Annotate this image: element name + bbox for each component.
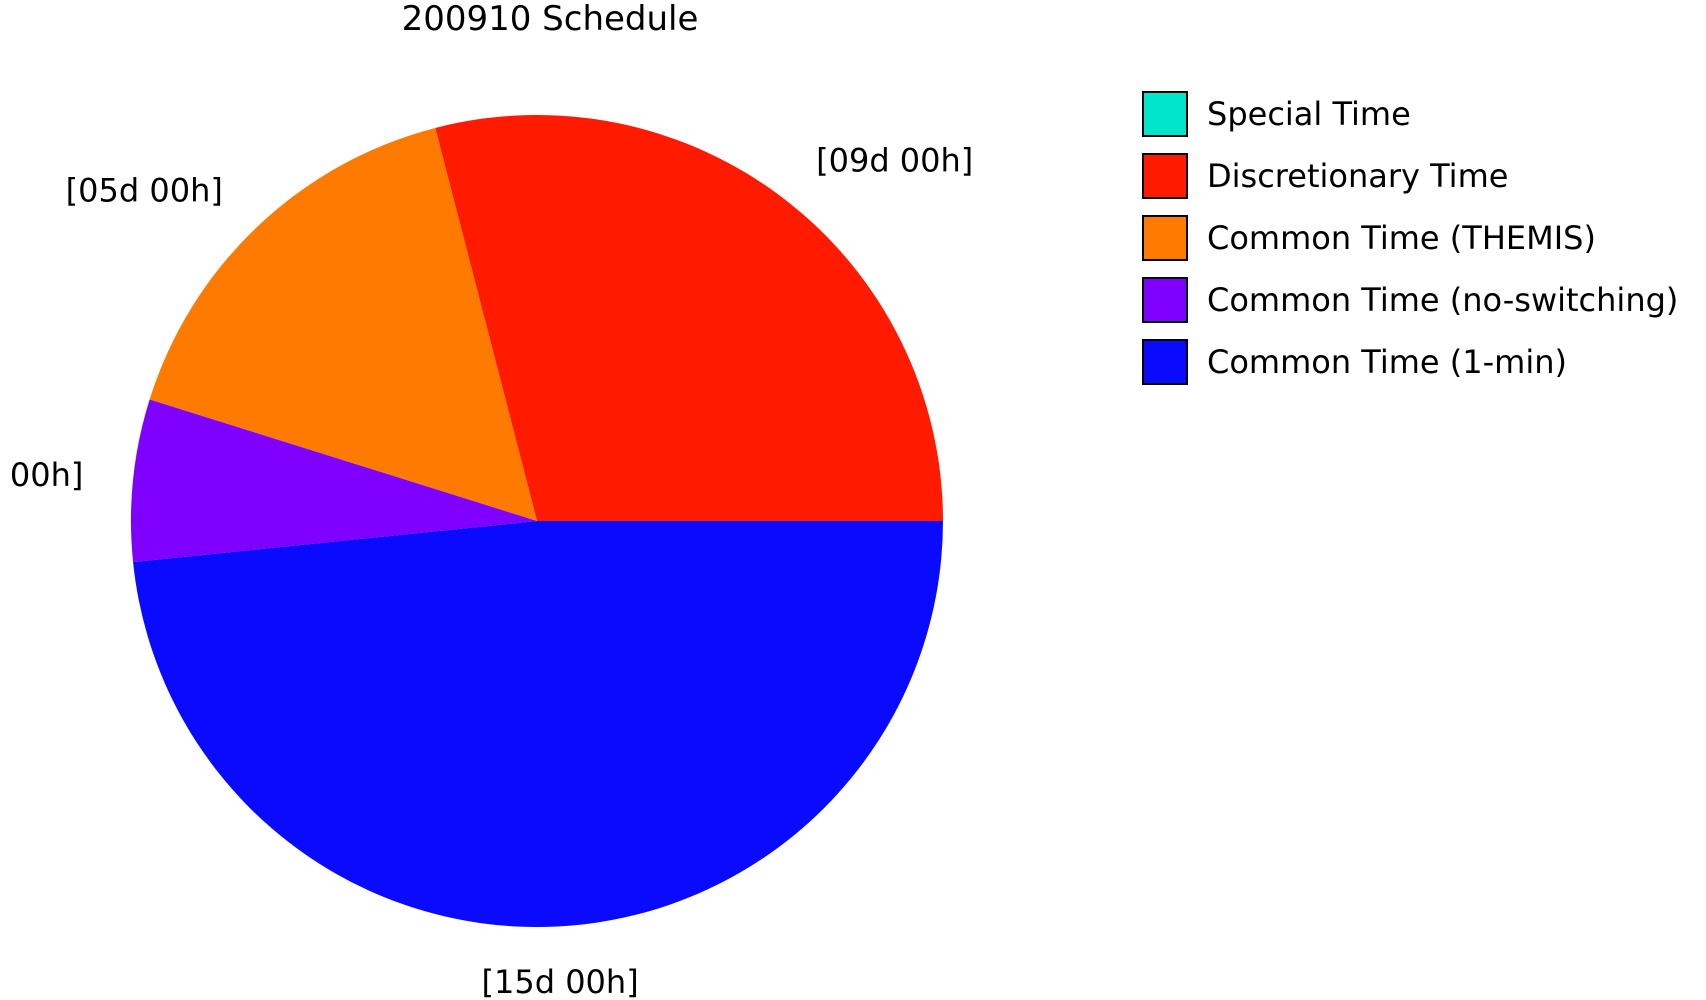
legend-label: Common Time (no-switching) (1207, 281, 1678, 319)
legend-swatch (1142, 277, 1188, 323)
legend-label: Special Time (1207, 95, 1411, 133)
legend-item: Common Time (no-switching) (1142, 277, 1678, 323)
legend-label: Common Time (1-min) (1207, 343, 1567, 381)
pie-slices (130, 115, 943, 927)
legend-item: Common Time (1-min) (1142, 339, 1567, 385)
slice-value-label: [15d 00h] (482, 963, 639, 1000)
pie-slice-common-time-1-min (133, 521, 943, 927)
pie-slice-labels: [09d 00h] [05d 00h] [02d 00h] [15d 00h] (0, 141, 973, 1000)
pie-slice-discretionary-time (435, 115, 943, 521)
chart-title: 200910 Schedule (402, 0, 699, 39)
slice-value-label: [05d 00h] (66, 171, 223, 209)
legend: Special Time Discretionary Time Common Tim… (1142, 91, 1678, 385)
legend-item: Common Time (THEMIS) (1142, 215, 1596, 261)
legend-item: Special Time (1142, 91, 1411, 137)
legend-item: Discretionary Time (1142, 153, 1508, 199)
legend-swatch (1142, 339, 1188, 385)
slice-value-label: [09d 00h] (816, 141, 973, 179)
legend-label: Common Time (THEMIS) (1207, 219, 1596, 257)
pie-slice-common-time-themis (149, 127, 538, 521)
slice-value-label: [02d 00h] (0, 456, 83, 494)
legend-swatch (1142, 91, 1188, 137)
legend-label: Discretionary Time (1207, 157, 1508, 195)
legend-swatch (1142, 153, 1188, 199)
pie-slice-common-time-no-switching (130, 399, 537, 563)
legend-swatch (1142, 215, 1188, 261)
